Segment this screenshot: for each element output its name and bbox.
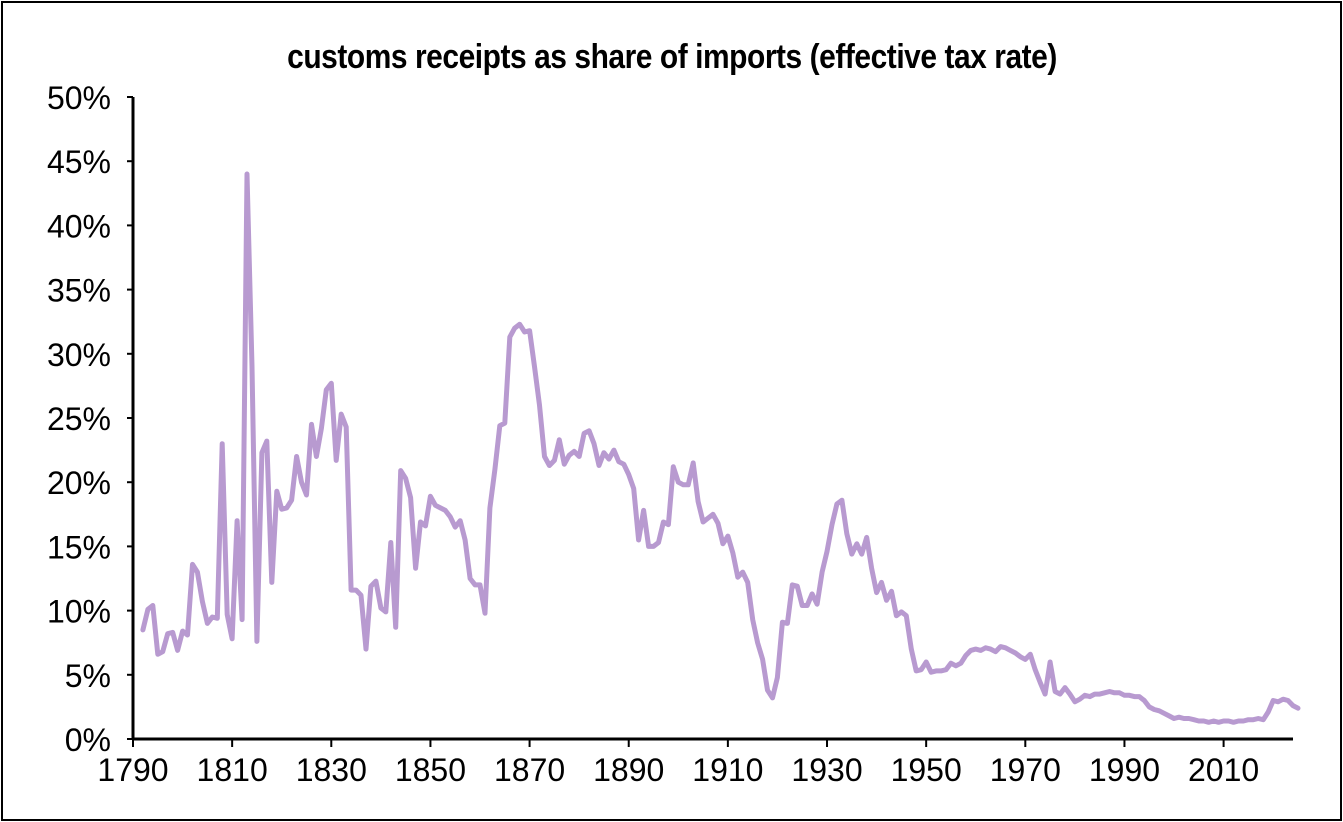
axes	[131, 97, 1293, 741]
series-line	[140, 171, 1301, 725]
x-ticks: 1790 1810 1830 1850 1870 1890 1910 1930 1950 1970…	[97, 739, 1259, 788]
y-tick-label: 35%	[47, 273, 111, 309]
series-group	[140, 171, 1301, 725]
y-ticks: 0% 5% 10% 15% 20% 25% 30% 35% 40% 45% 50%	[47, 80, 133, 758]
x-tick-label: 1830	[296, 752, 367, 788]
x-tick-label: 1810	[197, 752, 268, 788]
x-tick-label: 1870	[494, 752, 565, 788]
x-tick-label: 1950	[891, 752, 962, 788]
x-tick-label: 1790	[97, 752, 168, 788]
y-tick-label: 20%	[47, 465, 111, 501]
chart-title: customs receipts as share of imports (ef…	[287, 38, 1057, 76]
y-tick-label: 40%	[47, 208, 111, 244]
x-tick-label: 1910	[692, 752, 763, 788]
y-tick-label: 50%	[47, 80, 111, 116]
x-tick-label: 1850	[395, 752, 466, 788]
y-tick-label: 25%	[47, 401, 111, 437]
x-tick-label: 2010	[1188, 752, 1259, 788]
x-tick-label: 1930	[791, 752, 862, 788]
x-tick-label: 1970	[990, 752, 1061, 788]
y-tick-label: 0%	[65, 722, 111, 758]
x-tick-label: 1890	[593, 752, 664, 788]
y-tick-label: 15%	[47, 529, 111, 565]
y-tick-label: 10%	[47, 594, 111, 630]
y-tick-label: 45%	[47, 144, 111, 180]
y-tick-label: 30%	[47, 337, 111, 373]
y-tick-label: 5%	[65, 658, 111, 694]
x-tick-label: 1990	[1089, 752, 1160, 788]
